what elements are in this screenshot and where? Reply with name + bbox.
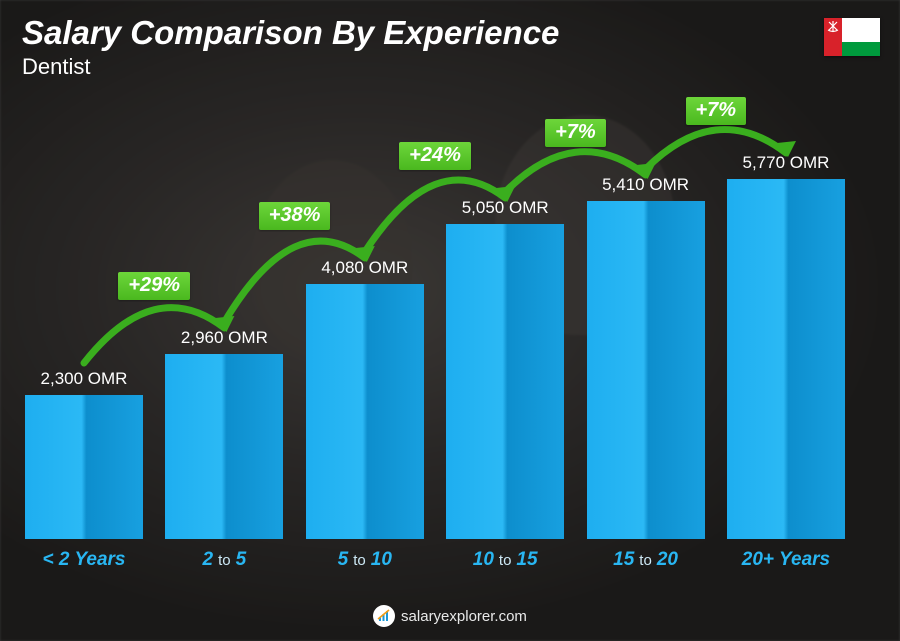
- bar-wrap: 2,960 OMR 2to5: [160, 328, 288, 571]
- footer-text: salaryexplorer.com: [401, 608, 527, 625]
- bar-chart: 2,300 OMR < 2Years 2,960 OMR 2to5 4,080 …: [20, 91, 850, 571]
- value-label: 5,770 OMR: [742, 153, 829, 173]
- value-label: 2,300 OMR: [41, 369, 128, 389]
- bar: [587, 201, 705, 539]
- bar: [25, 395, 143, 539]
- category-label: 5to10: [338, 549, 392, 571]
- bar-wrap: 2,300 OMR < 2Years: [20, 369, 148, 571]
- value-label: 4,080 OMR: [321, 258, 408, 278]
- value-label: 5,050 OMR: [462, 198, 549, 218]
- category-label: 20+Years: [742, 549, 830, 571]
- bar: [446, 224, 564, 539]
- bar: [727, 179, 845, 539]
- value-label: 2,960 OMR: [181, 328, 268, 348]
- bar: [306, 284, 424, 539]
- bar-wrap: 5,050 OMR 10to15: [441, 198, 569, 571]
- bar-wrap: 4,080 OMR 5to10: [301, 258, 429, 571]
- footer: salaryexplorer.com: [0, 605, 900, 627]
- category-label: 15to20: [613, 549, 678, 571]
- category-label: 2to5: [203, 549, 247, 571]
- bar-wrap: 5,770 OMR 20+Years: [722, 153, 850, 571]
- flag-oman: [824, 18, 880, 56]
- bar-wrap: 5,410 OMR 15to20: [582, 175, 710, 571]
- category-label: 10to15: [473, 549, 538, 571]
- chart-title: Salary Comparison By Experience: [22, 14, 559, 52]
- bar: [165, 354, 283, 539]
- value-label: 5,410 OMR: [602, 175, 689, 195]
- category-label: < 2Years: [42, 549, 125, 571]
- chart-subtitle: Dentist: [22, 54, 90, 80]
- logo-icon: [373, 605, 395, 627]
